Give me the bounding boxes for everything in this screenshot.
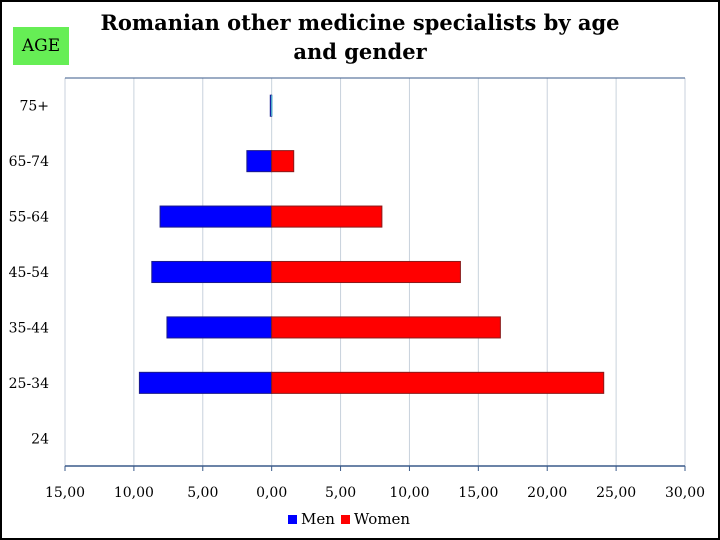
legend-swatch-men xyxy=(288,514,297,524)
category-label-35-44: 35-44 xyxy=(9,320,49,336)
x-tick-label-3: 0,00 xyxy=(256,485,287,501)
x-tick-label-0: 15,00 xyxy=(45,485,85,501)
category-label-75+: 75+ xyxy=(19,99,49,115)
x-tick-label-1: 10,00 xyxy=(114,485,154,501)
bar-women-55-64 xyxy=(271,205,383,228)
category-label-24: 24 xyxy=(31,431,49,447)
x-tick-label-9: 30,00 xyxy=(665,485,705,501)
legend-label-men: Men xyxy=(301,510,335,528)
chart-legend: Men Women xyxy=(288,510,410,528)
bar-men-45-54 xyxy=(151,260,273,284)
bar-women-35-44 xyxy=(271,316,501,339)
bar-men-65-74 xyxy=(246,150,273,173)
bar-women-65-74 xyxy=(271,150,295,173)
legend-label-women: Women xyxy=(353,510,411,528)
category-label-45-54: 45-54 xyxy=(9,265,49,281)
bar-women-45-54 xyxy=(271,260,461,284)
bar-men-35-44 xyxy=(166,316,273,339)
bar-men-25-34 xyxy=(138,371,273,394)
legend-item-women: Women xyxy=(340,510,411,528)
x-tick-label-8: 25,00 xyxy=(596,485,636,501)
x-tick-label-7: 20,00 xyxy=(527,485,567,501)
x-tick-label-6: 15,00 xyxy=(458,485,498,501)
legend-item-men: Men xyxy=(288,510,335,528)
age-badge: AGE xyxy=(13,27,69,65)
chart-title: Romanian other medicine specialists by a… xyxy=(100,10,620,64)
category-label-55-64: 55-64 xyxy=(9,210,49,226)
category-label-25-34: 25-34 xyxy=(9,376,49,392)
x-tick-label-5: 10,00 xyxy=(389,485,429,501)
x-tick-label-2: 5,00 xyxy=(187,485,218,501)
category-label-65-74: 65-74 xyxy=(9,154,49,170)
bar-women-25-34 xyxy=(271,371,605,394)
x-tick-label-4: 5,00 xyxy=(325,485,356,501)
legend-swatch-women xyxy=(340,514,350,524)
bar-men-55-64 xyxy=(159,205,273,228)
